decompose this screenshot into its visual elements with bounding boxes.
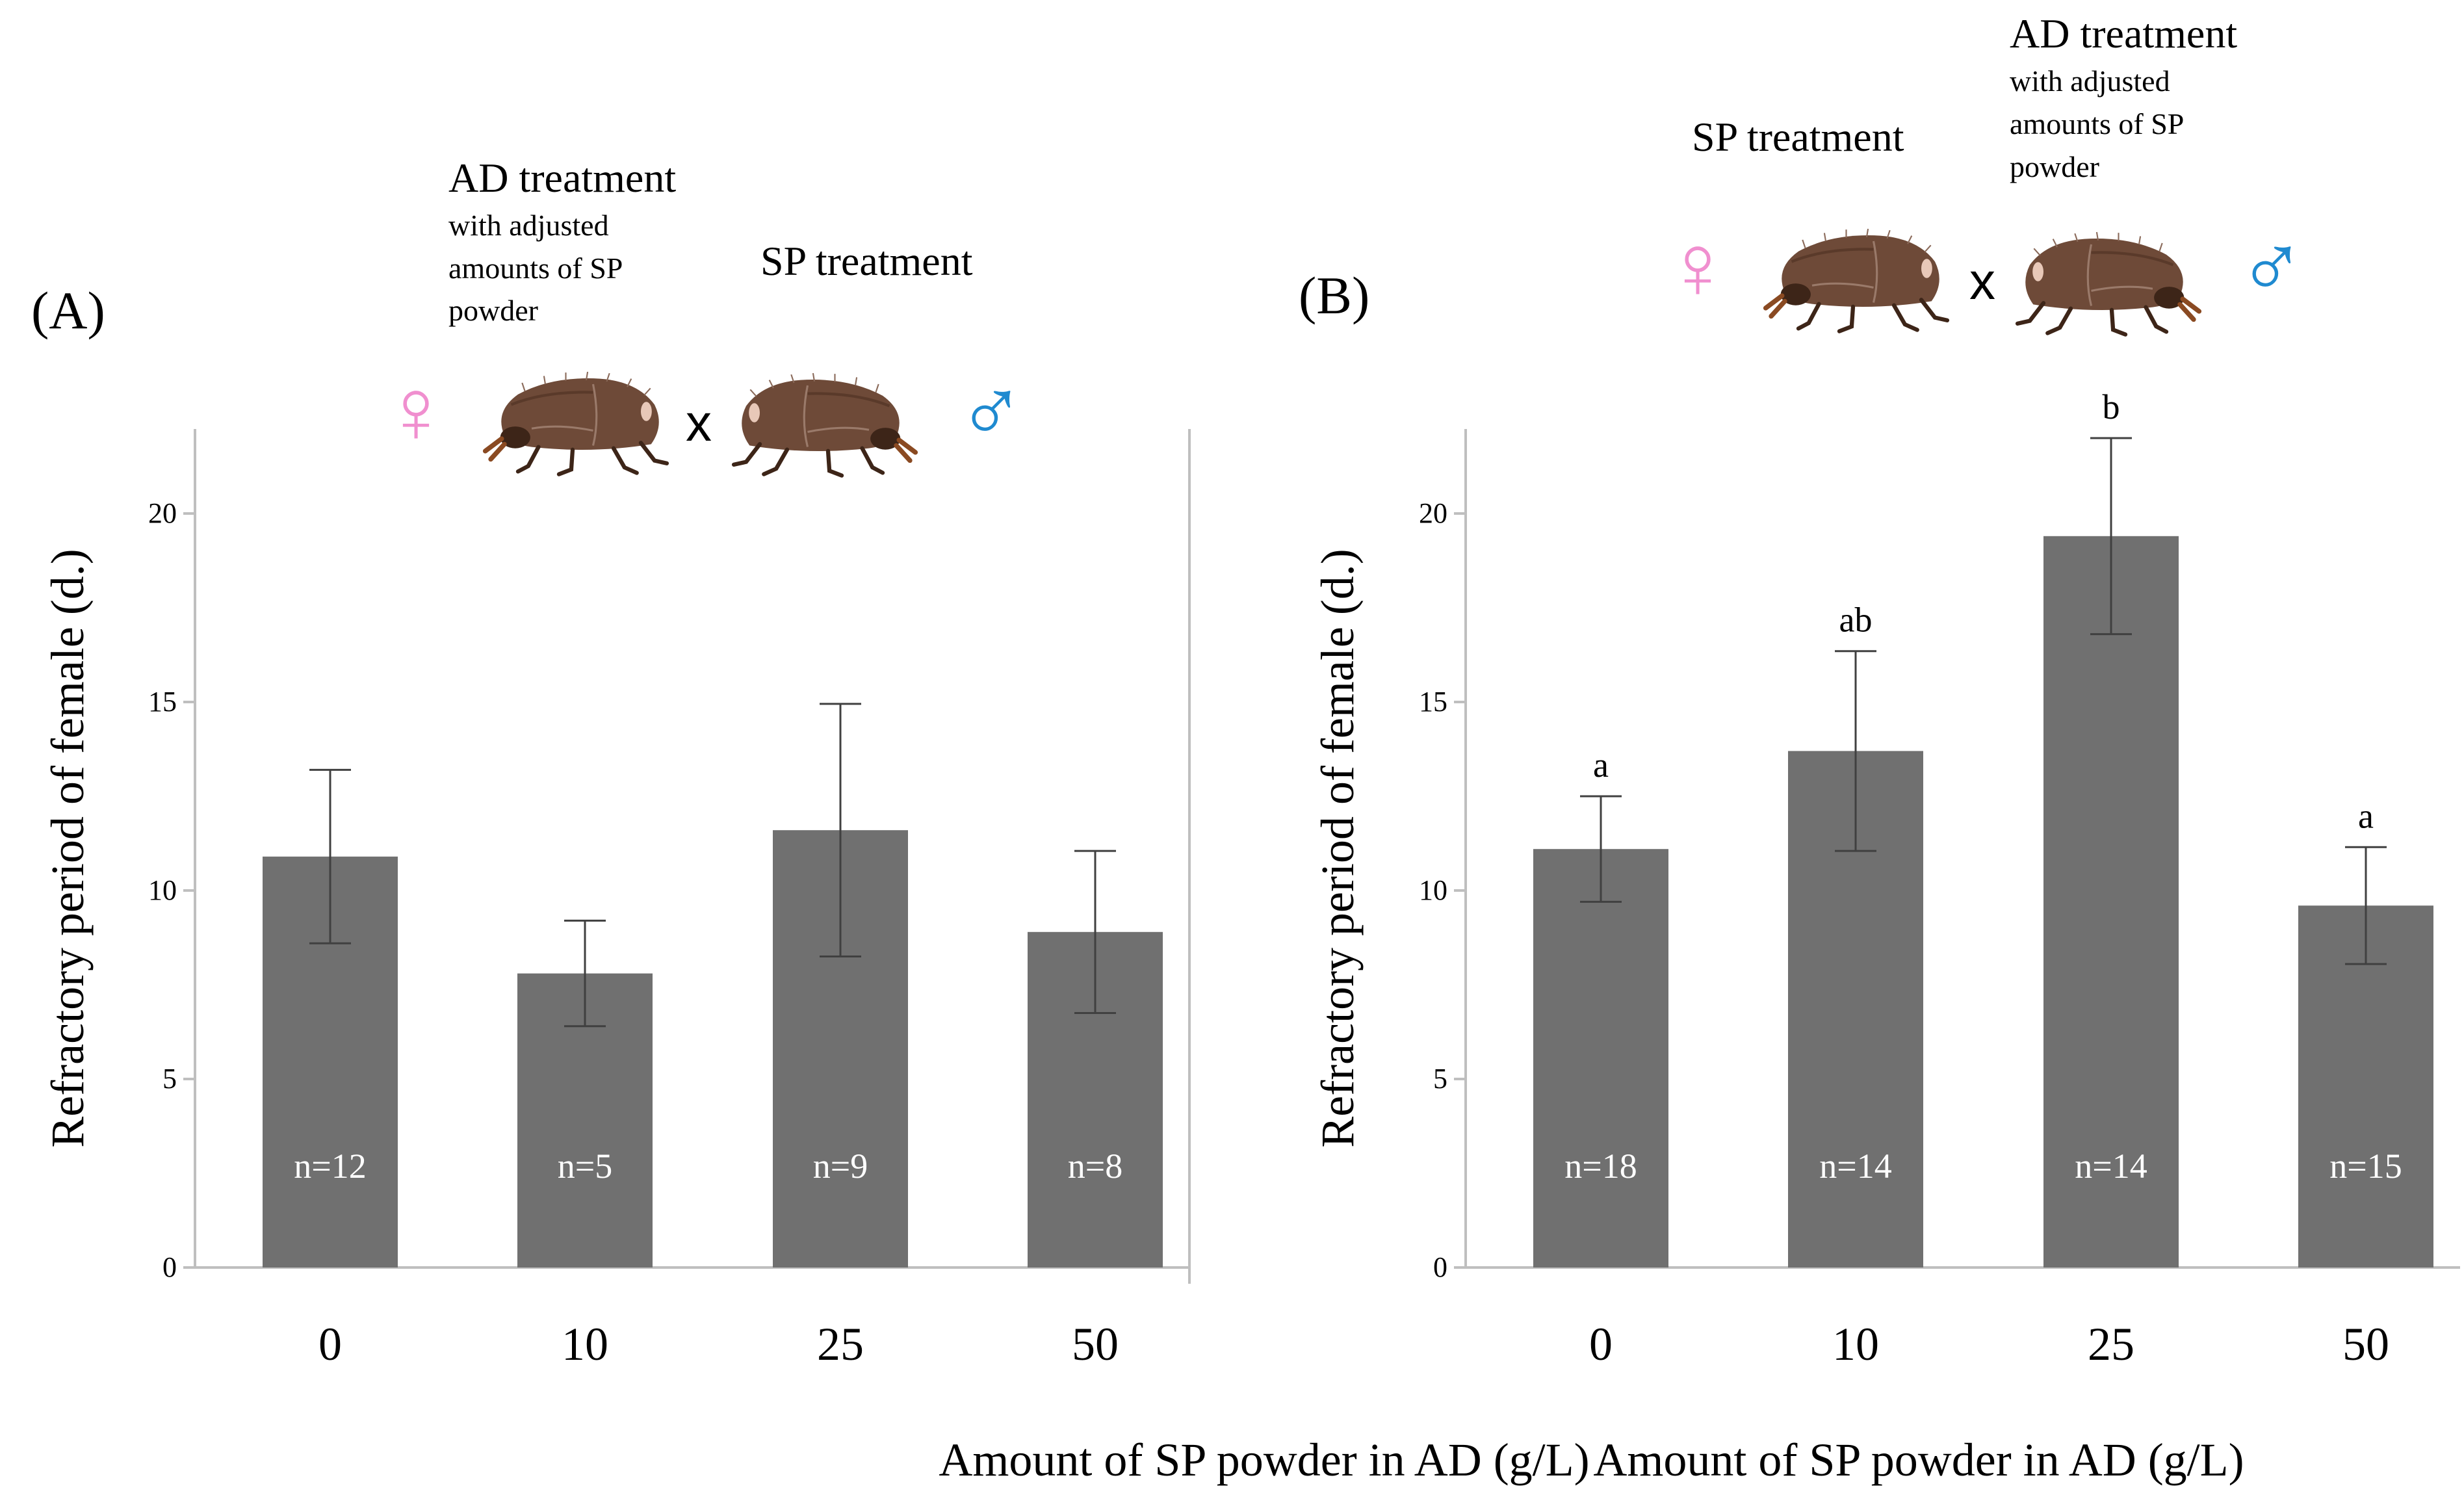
male-treatment-subtitle: powder: [2010, 150, 2099, 183]
female-treatment-subtitle: with adjusted: [448, 209, 609, 242]
significance-label: a: [2358, 796, 2374, 835]
x-tick-label: 25: [817, 1318, 864, 1370]
n-label: n=8: [1068, 1147, 1122, 1186]
y-tick-label: 10: [1419, 874, 1447, 906]
n-label: n=5: [558, 1147, 612, 1186]
panel-b: (B) SP treatment AD treatment with adjus…: [1299, 10, 2460, 1486]
male-treatment-title: AD treatment: [2010, 10, 2237, 57]
female-treatment-subtitle: powder: [448, 294, 538, 327]
n-label: n=18: [1564, 1147, 1637, 1186]
x-axis-label: Amount of SP powder in AD (g/L): [1593, 1434, 2244, 1486]
x-tick-label: 10: [1832, 1318, 1879, 1370]
y-tick-label: 0: [1433, 1251, 1447, 1283]
cross-symbol: x: [1969, 252, 1995, 310]
panel-label: (B): [1299, 266, 1369, 325]
male-treatment-title: SP treatment: [760, 238, 973, 284]
y-axis-label: Refractory period of female (d.): [1312, 549, 1364, 1148]
x-axis-label: Amount of SP powder in AD (g/L): [939, 1434, 1589, 1486]
x-tick-label: 25: [2088, 1318, 2134, 1370]
male-symbol-icon: ♂: [957, 359, 1026, 462]
y-tick-label: 10: [148, 874, 177, 906]
y-tick-label: 0: [162, 1251, 177, 1283]
female-treatment-title: SP treatment: [1692, 114, 1904, 160]
bar: [2043, 536, 2179, 1268]
y-tick-label: 15: [1419, 686, 1447, 718]
x-tick-label: 0: [318, 1318, 342, 1370]
beetle-icon: [2017, 232, 2199, 334]
significance-label: b: [2103, 387, 2120, 426]
x-tick-label: 0: [1589, 1318, 1613, 1370]
cross-symbol: x: [686, 394, 712, 452]
y-tick-label: 15: [148, 686, 177, 718]
n-label: n=15: [2329, 1147, 2402, 1186]
beetle-icon: [1766, 229, 1947, 332]
female-treatment-subtitle: amounts of SP: [448, 252, 623, 285]
n-label: n=14: [2075, 1147, 2147, 1186]
n-label: n=12: [294, 1147, 366, 1186]
male-treatment-subtitle: amounts of SP: [2010, 107, 2184, 140]
female-symbol-icon: ♀: [382, 359, 450, 462]
y-tick-label: 20: [148, 497, 177, 529]
male-symbol-icon: ♂: [2238, 215, 2306, 317]
beetle-icon: [734, 373, 915, 476]
female-symbol-icon: ♀: [1664, 215, 1732, 317]
male-treatment-subtitle: with adjusted: [2010, 64, 2170, 98]
significance-label: a: [1593, 746, 1609, 785]
y-tick-label: 20: [1419, 497, 1447, 529]
bar: [1533, 849, 1668, 1268]
n-label: n=9: [813, 1147, 868, 1186]
panel-a: (A) AD treatment with adjusted amounts o…: [31, 155, 1590, 1486]
y-tick-label: 5: [1433, 1063, 1447, 1095]
y-tick-label: 5: [162, 1063, 177, 1095]
x-tick-label: 50: [1072, 1318, 1119, 1370]
bar: [2298, 905, 2433, 1268]
x-tick-label: 10: [562, 1318, 608, 1370]
significance-label: ab: [1839, 601, 1873, 640]
y-axis-label: Refractory period of female (d.): [42, 549, 94, 1148]
beetle-icon: [486, 372, 667, 474]
panel-label: (A): [31, 281, 105, 340]
female-treatment-title: AD treatment: [448, 155, 676, 201]
n-label: n=14: [1819, 1147, 1891, 1186]
x-tick-label: 50: [2342, 1318, 2389, 1370]
